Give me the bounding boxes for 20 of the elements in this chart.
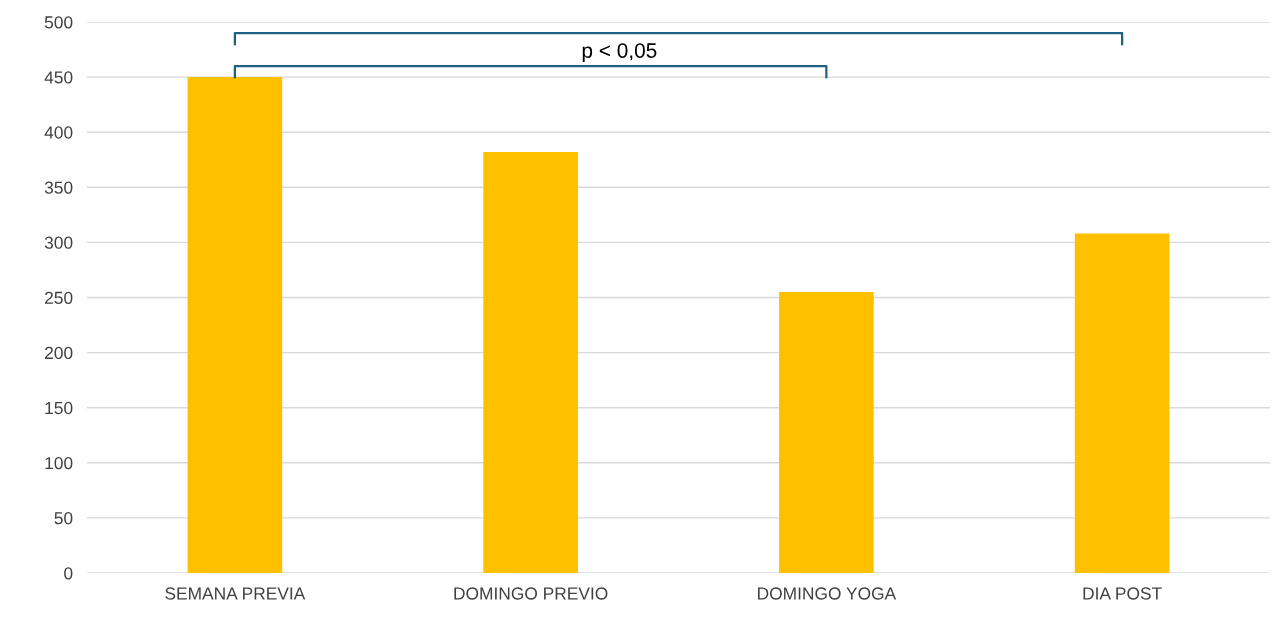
x-tick-label: DOMINGO YOGA <box>758 587 897 600</box>
y-tick-label: 400 <box>44 126 73 139</box>
x-tick-label: SEMANA PREVIA <box>165 587 306 600</box>
y-tick-label: 500 <box>44 16 73 29</box>
y-tick-label: 350 <box>44 181 73 194</box>
x-tick-label: DIA POST <box>1083 587 1162 600</box>
y-tick-label: 300 <box>44 236 73 249</box>
y-tick-label: 200 <box>45 346 73 360</box>
annotation: p < 0,05 <box>582 43 657 63</box>
bar <box>187 77 283 573</box>
y-tick-label: 50 <box>54 512 73 525</box>
y-tick-label: 0 <box>64 567 73 580</box>
bar <box>779 291 874 573</box>
y-tick-label: 150 <box>45 401 73 415</box>
y-tick-label: 100 <box>45 456 73 470</box>
bar <box>483 152 578 573</box>
y-tick-label: 250 <box>45 291 73 304</box>
bar <box>1074 233 1170 573</box>
x-tick-label: DOMINGO PREVIO <box>454 587 608 600</box>
y-tick-label: 450 <box>44 71 73 84</box>
